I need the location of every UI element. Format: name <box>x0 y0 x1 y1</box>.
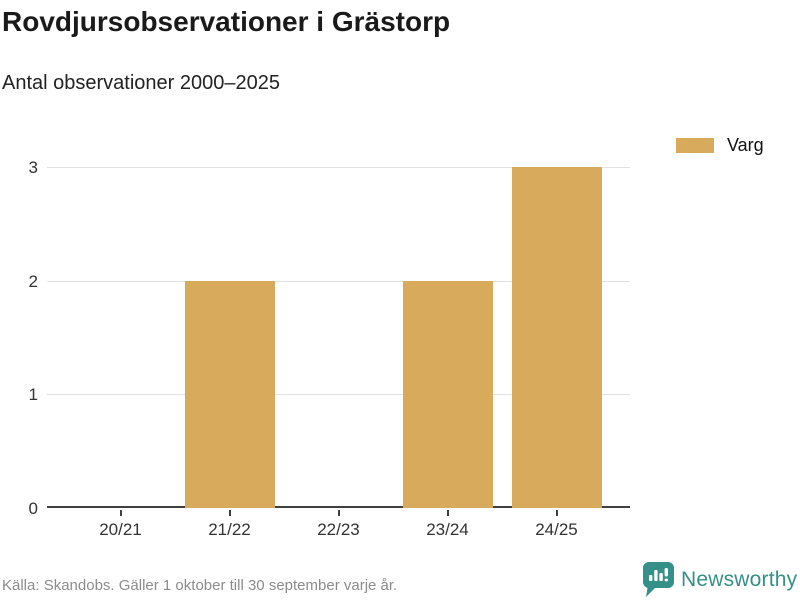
bar-slot-24/25 <box>502 167 611 508</box>
newsworthy-logo: Newsworthy <box>643 562 797 597</box>
x-axis-labels: 20/21 21/22 22/23 23/24 24/25 <box>47 520 630 540</box>
source-note: Källa: Skandobs. Gäller 1 oktober till 3… <box>2 577 398 594</box>
x-tick-23/24 <box>393 510 502 516</box>
chart-title: Rovdjursobservationer i Grästorp <box>2 6 451 37</box>
x-tick-label-21/22: 21/22 <box>208 520 251 539</box>
bar-slot-23/24 <box>393 167 502 508</box>
legend: Varg <box>676 135 764 156</box>
bar-23/24 <box>402 280 493 508</box>
legend-label: Varg <box>727 135 764 155</box>
bars-layer <box>47 167 630 508</box>
newsworthy-wordmark: Newsworthy <box>681 567 798 591</box>
x-tick-label-20/21: 20/21 <box>99 520 142 539</box>
y-tick-label-3: 3 <box>28 158 38 177</box>
chart-subtitle: Antal observationer 2000–2025 <box>2 72 280 94</box>
plot-area <box>47 167 630 508</box>
x-tick-20/21 <box>66 510 175 516</box>
y-tick-label-2: 2 <box>28 271 38 291</box>
x-tick-21/22 <box>175 510 284 516</box>
gridline-y2 <box>47 280 630 282</box>
bar-slot-20/21 <box>66 167 175 508</box>
y-axis-labels: 0 1 2 3 <box>0 159 38 517</box>
x-tick-22/23 <box>284 510 393 516</box>
bar-21/22 <box>184 280 275 508</box>
x-tick-label-24/25: 24/25 <box>535 520 578 539</box>
gridline-y3 <box>47 167 630 168</box>
legend-swatch-varg <box>676 138 714 153</box>
x-tick-label-22/23: 22/23 <box>317 520 360 539</box>
x-tick-24/25 <box>502 510 611 516</box>
newsworthy-speech-bubble-bars-icon <box>643 562 674 597</box>
y-tick-label-0: 0 <box>28 499 38 518</box>
y-tick-label-1: 1 <box>28 385 38 405</box>
x-tick-label-23/24: 23/24 <box>426 520 469 539</box>
gridline-y1 <box>47 394 630 396</box>
bar-slot-22/23 <box>284 167 393 508</box>
x-axis-ticks <box>47 510 630 516</box>
bar-slot-21/22 <box>175 167 284 508</box>
bar-24/25 <box>511 167 602 508</box>
